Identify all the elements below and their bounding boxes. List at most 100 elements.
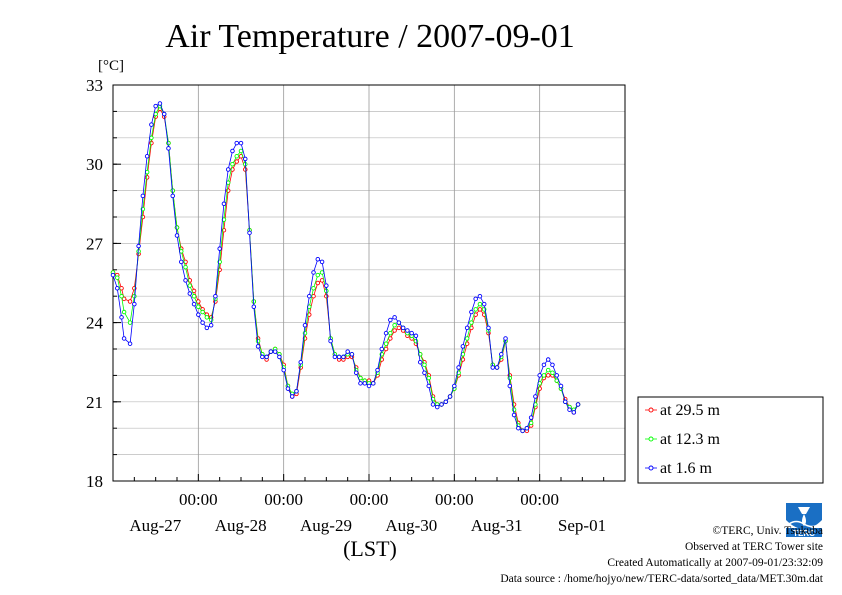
data-point bbox=[234, 159, 239, 164]
y-tick-label: 30 bbox=[86, 155, 103, 174]
data-point bbox=[110, 272, 116, 278]
data-point bbox=[298, 359, 303, 365]
x-tick-time-label: 00:00 bbox=[350, 490, 389, 509]
data-point bbox=[435, 404, 440, 410]
data-point bbox=[247, 230, 252, 236]
data-point bbox=[379, 346, 385, 352]
data-point bbox=[243, 156, 248, 162]
data-point bbox=[289, 394, 295, 399]
data-point bbox=[383, 341, 389, 346]
data-point bbox=[341, 354, 346, 360]
data-point bbox=[277, 354, 282, 360]
data-point bbox=[507, 383, 513, 389]
data-point bbox=[200, 320, 205, 325]
data-point bbox=[127, 341, 133, 346]
logo-text: TERC bbox=[793, 529, 815, 538]
data-point bbox=[191, 293, 197, 299]
x-tick-time-label: 00:00 bbox=[435, 490, 474, 509]
credit-copyright: ©TERC, Univ. Tsukuba bbox=[713, 525, 823, 537]
x-tick-date-label: Aug-29 bbox=[300, 516, 352, 535]
x-tick-date-label: Aug-27 bbox=[129, 516, 181, 535]
x-tick-date-label: Aug-31 bbox=[471, 516, 523, 535]
data-point bbox=[319, 259, 325, 265]
data-point bbox=[464, 336, 470, 341]
data-point bbox=[469, 309, 474, 315]
data-point bbox=[460, 344, 466, 349]
data-point bbox=[443, 399, 449, 405]
y-tick-label: 33 bbox=[86, 76, 103, 95]
data-point bbox=[144, 154, 150, 159]
data-point bbox=[426, 375, 431, 381]
data-point bbox=[149, 122, 154, 127]
x-tick-date-label: Aug-28 bbox=[215, 516, 267, 535]
y-tick-label: 27 bbox=[86, 234, 104, 253]
y-tick-label: 21 bbox=[86, 393, 103, 412]
data-point bbox=[473, 296, 478, 302]
data-point bbox=[183, 264, 188, 270]
data-point bbox=[494, 365, 500, 370]
legend-label: at 29.5 m bbox=[660, 402, 721, 419]
data-point bbox=[196, 304, 201, 310]
data-point bbox=[430, 402, 436, 407]
data-point bbox=[161, 111, 167, 117]
x-tick-date-label: Aug-30 bbox=[385, 516, 437, 535]
data-point bbox=[127, 299, 133, 304]
data-point bbox=[469, 320, 474, 325]
data-point bbox=[473, 307, 478, 312]
data-point bbox=[503, 336, 508, 341]
data-point bbox=[315, 280, 321, 286]
credit-source: Data source : /home/hojyo/new/TERC-data/… bbox=[500, 573, 823, 585]
data-point bbox=[208, 322, 214, 328]
data-point bbox=[558, 383, 564, 389]
data-point bbox=[353, 370, 359, 376]
data-point bbox=[567, 407, 572, 412]
data-point bbox=[204, 325, 210, 331]
legend-marker bbox=[648, 436, 654, 442]
data-point bbox=[179, 259, 184, 265]
data-point bbox=[319, 270, 325, 275]
legend-label: at 12.3 m bbox=[660, 431, 721, 448]
data-point bbox=[204, 315, 210, 320]
data-point bbox=[490, 365, 495, 370]
data-point bbox=[315, 256, 321, 262]
data-point bbox=[392, 315, 397, 320]
data-point bbox=[396, 325, 402, 331]
terc-logo-icon: TERC bbox=[786, 503, 822, 538]
x-tick-time-label: 00:00 bbox=[179, 490, 218, 509]
data-point bbox=[302, 322, 308, 328]
data-point bbox=[456, 365, 461, 370]
legend-label: at 1.6 m bbox=[660, 460, 713, 477]
data-point bbox=[464, 325, 470, 331]
data-point bbox=[405, 328, 410, 333]
data-point bbox=[511, 412, 517, 418]
data-point bbox=[516, 425, 521, 431]
data-point bbox=[294, 388, 299, 394]
y-tick-label: 18 bbox=[86, 472, 103, 491]
y-axis-unit: [°C] bbox=[98, 58, 124, 74]
data-point bbox=[200, 309, 205, 315]
data-point bbox=[311, 286, 316, 291]
data-point bbox=[524, 425, 530, 431]
data-point bbox=[328, 338, 333, 344]
legend-marker bbox=[648, 465, 654, 471]
data-point bbox=[307, 293, 312, 299]
data-point bbox=[554, 373, 559, 378]
y-axis: 18 21 24 27 30 33 bbox=[86, 76, 121, 491]
data-point bbox=[499, 352, 504, 357]
data-point bbox=[375, 367, 380, 373]
data-point bbox=[213, 293, 218, 299]
data-point bbox=[217, 246, 222, 251]
data-point bbox=[392, 328, 397, 333]
data-point bbox=[392, 322, 397, 328]
data-point bbox=[166, 146, 171, 151]
credit-created: Created Automatically at 2007-09-01/23:3… bbox=[607, 557, 823, 569]
data-point bbox=[550, 370, 555, 376]
data-point bbox=[132, 293, 137, 299]
data-point bbox=[166, 140, 171, 146]
data-point bbox=[545, 373, 551, 378]
grid bbox=[113, 85, 625, 481]
data-point bbox=[383, 330, 389, 336]
data-point bbox=[260, 354, 265, 360]
data-point bbox=[533, 394, 538, 399]
